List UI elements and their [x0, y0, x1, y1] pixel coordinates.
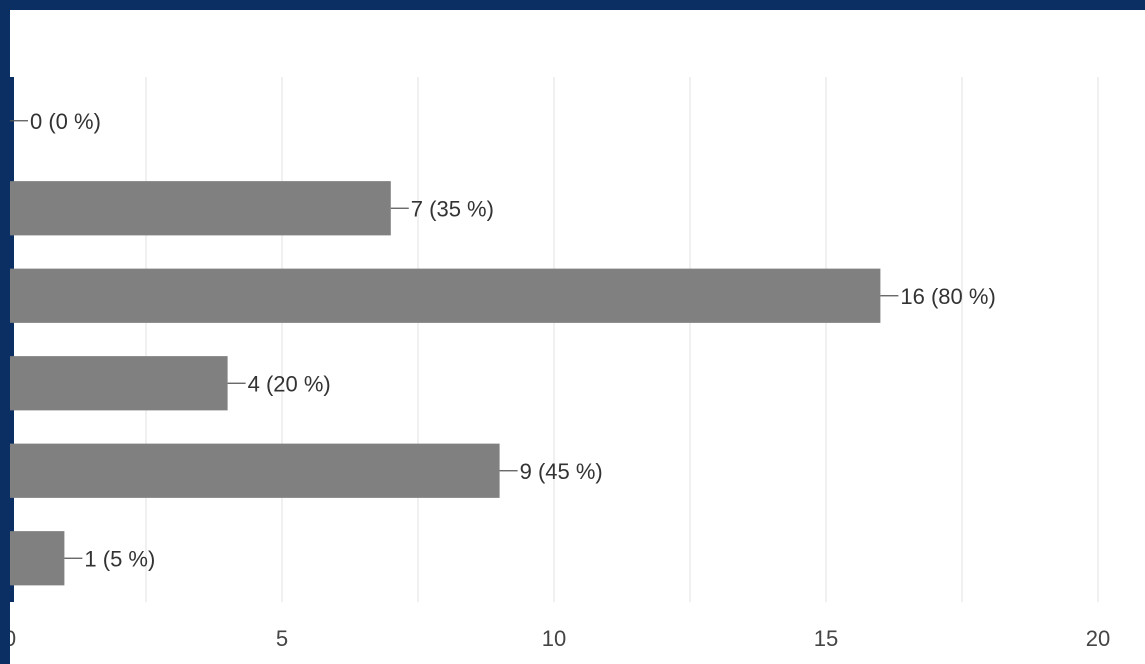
bar-chart: 0 (0 %) 7 (35 %) 16 (80 %) 4 (20 %) 9 (45 %)…	[10, 77, 1110, 651]
y-axis-line	[10, 77, 14, 602]
bar	[10, 356, 228, 411]
data-label: 1 (5 %)	[84, 546, 155, 571]
gridlines	[10, 77, 1099, 602]
bar	[10, 268, 881, 323]
data-labels: 0 (0 %) 7 (35 %) 16 (80 %) 4 (20 %) 9 (45 %)…	[10, 109, 996, 571]
x-tick-label: 20	[1086, 626, 1110, 651]
data-label: 0 (0 %)	[30, 109, 101, 134]
bar	[10, 443, 500, 498]
bar	[10, 181, 391, 236]
data-label: 4 (20 %)	[248, 371, 331, 396]
chart-panel: 0 (0 %) 7 (35 %) 16 (80 %) 4 (20 %) 9 (45 %)…	[10, 10, 1145, 664]
bar	[10, 531, 65, 586]
x-tick-label: 10	[542, 626, 566, 651]
x-tick-label: 15	[814, 626, 838, 651]
x-tick-label: 0	[10, 626, 16, 651]
data-label: 16 (80 %)	[900, 284, 995, 309]
x-tick-label: 5	[276, 626, 288, 651]
bars	[10, 181, 881, 586]
data-label: 7 (35 %)	[411, 196, 494, 221]
data-label: 9 (45 %)	[520, 459, 603, 484]
x-axis-ticks: 0 5 10 15 20	[10, 626, 1110, 651]
